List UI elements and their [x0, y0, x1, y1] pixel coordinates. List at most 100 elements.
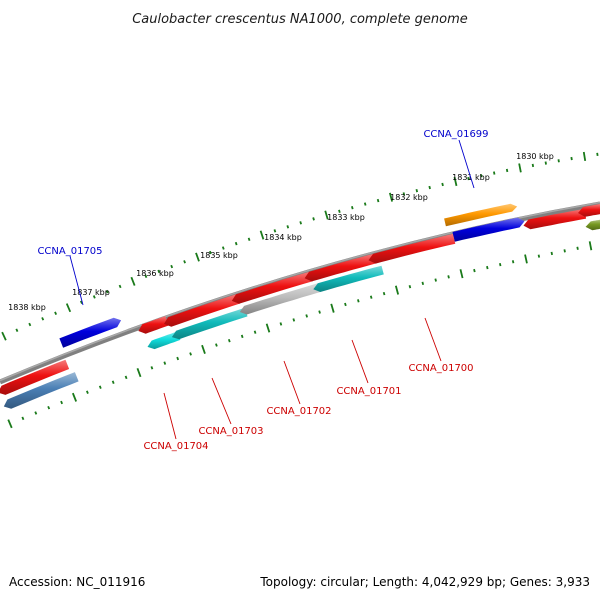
minor-tick	[415, 188, 419, 193]
minor-tick	[557, 159, 560, 163]
gene-cyan-reverse-1[interactable]	[147, 331, 181, 350]
gene-teal-reverse-3[interactable]	[313, 265, 384, 292]
major-tick	[201, 344, 206, 355]
minor-tick	[338, 209, 341, 214]
minor-tick	[215, 343, 218, 347]
gene-blue-forward-left[interactable]	[59, 317, 122, 348]
minor-tick	[98, 385, 102, 389]
gene-label[interactable]: CCNA_01702	[266, 406, 331, 417]
major-tick	[7, 419, 13, 429]
gene-red-reverse-edge[interactable]	[578, 204, 600, 217]
scale-ticks-inner	[7, 241, 593, 429]
scale-tick-label: 1835 kbp	[200, 251, 238, 260]
minor-tick	[92, 295, 96, 299]
minor-tick	[176, 356, 180, 361]
minor-tick	[498, 262, 502, 267]
minor-tick	[550, 251, 553, 256]
minor-tick	[60, 400, 63, 405]
major-tick	[1, 331, 7, 341]
gene-orange-forward[interactable]	[444, 203, 518, 227]
minor-tick	[357, 299, 360, 303]
gene-label-leader	[458, 139, 475, 189]
minor-tick	[286, 225, 290, 229]
gene-grey-reverse[interactable]	[239, 283, 321, 315]
gene-label[interactable]: CCNA_01700	[408, 363, 473, 374]
minor-tick	[170, 264, 174, 269]
gene-red-reverse-3[interactable]	[304, 253, 377, 282]
minor-tick	[421, 281, 425, 286]
major-tick	[195, 252, 200, 262]
scale-ticks-outer	[1, 151, 599, 341]
minor-tick	[312, 217, 315, 221]
major-tick	[388, 192, 394, 202]
minor-tick	[434, 278, 437, 282]
gene-left-blue-strip[interactable]	[3, 372, 79, 409]
gene-label-leader	[211, 377, 232, 425]
gene-teal-reverse-2[interactable]	[171, 307, 248, 340]
gene-red-reverse-1[interactable]	[164, 294, 241, 327]
minor-tick	[34, 411, 38, 415]
gene-label[interactable]: CCNA_01704	[143, 441, 208, 452]
gene-red-reverse-4[interactable]	[368, 233, 456, 264]
minor-tick	[118, 284, 122, 289]
major-tick	[582, 151, 587, 162]
minor-tick	[369, 295, 373, 299]
gene-label[interactable]: CCNA_01705	[37, 246, 102, 257]
minor-tick	[544, 161, 547, 165]
minor-tick	[376, 198, 380, 203]
minor-tick	[105, 289, 109, 294]
minor-tick	[344, 302, 347, 307]
minor-tick	[157, 269, 161, 274]
gene-label-leader	[424, 317, 442, 362]
scale-tick-label: 1833 kbp	[327, 213, 365, 222]
minor-tick	[183, 260, 186, 264]
minor-tick	[486, 265, 489, 270]
minor-tick	[86, 390, 89, 394]
minor-tick	[150, 366, 154, 370]
minor-tick	[163, 361, 167, 365]
minor-tick	[531, 163, 535, 168]
minor-tick	[305, 314, 308, 318]
minor-tick	[273, 229, 277, 233]
minor-tick	[363, 202, 367, 206]
scale-tick-label: 1834 kbp	[264, 233, 302, 242]
gene-label-leader	[69, 255, 84, 306]
minor-tick	[227, 338, 231, 343]
scale-tick-label: 1832 kbp	[390, 193, 428, 202]
major-tick	[259, 230, 265, 240]
minor-tick	[15, 328, 19, 333]
minor-tick	[111, 380, 115, 384]
minor-tick	[447, 275, 450, 279]
map-title: Caulobacter crescentus NA1000, complete …	[132, 12, 468, 27]
minor-tick	[279, 322, 283, 326]
minor-tick	[505, 168, 509, 173]
major-tick	[453, 176, 458, 187]
minor-tick	[41, 317, 45, 321]
minor-tick	[318, 310, 321, 314]
minor-tick	[234, 241, 238, 246]
gene-features	[0, 203, 600, 409]
minor-tick	[253, 330, 257, 334]
gene-olive-edge[interactable]	[585, 219, 600, 231]
gene-label[interactable]: CCNA_01703	[198, 426, 263, 437]
minor-tick	[144, 274, 148, 279]
topology-text: Topology: circular; Length: 4,042,929 bp…	[259, 575, 590, 589]
gene-label[interactable]: CCNA_01701	[336, 386, 401, 397]
gene-red-reverse-2[interactable]	[231, 271, 313, 304]
minor-tick	[292, 318, 296, 322]
major-tick	[459, 269, 464, 279]
gene-blue-forward-right[interactable]	[452, 217, 525, 242]
major-tick	[394, 285, 400, 295]
scale-tick-label: 1830 kbp	[516, 152, 554, 161]
minor-tick	[240, 334, 244, 339]
gene-label[interactable]: CCNA_01699	[423, 129, 488, 140]
major-tick	[265, 323, 271, 333]
gene-red-reverse-right[interactable]	[523, 208, 587, 230]
accession-text: Accession: NC_011916	[9, 575, 145, 589]
gene-left-red-strip[interactable]	[0, 359, 70, 395]
gene-red-small-reverse[interactable]	[138, 316, 169, 334]
minor-tick	[47, 405, 51, 410]
gene-labels: CCNA_01705 CCNA_01704 CCNA_01703CCNA_01702…	[37, 129, 488, 452]
minor-tick	[28, 322, 32, 327]
